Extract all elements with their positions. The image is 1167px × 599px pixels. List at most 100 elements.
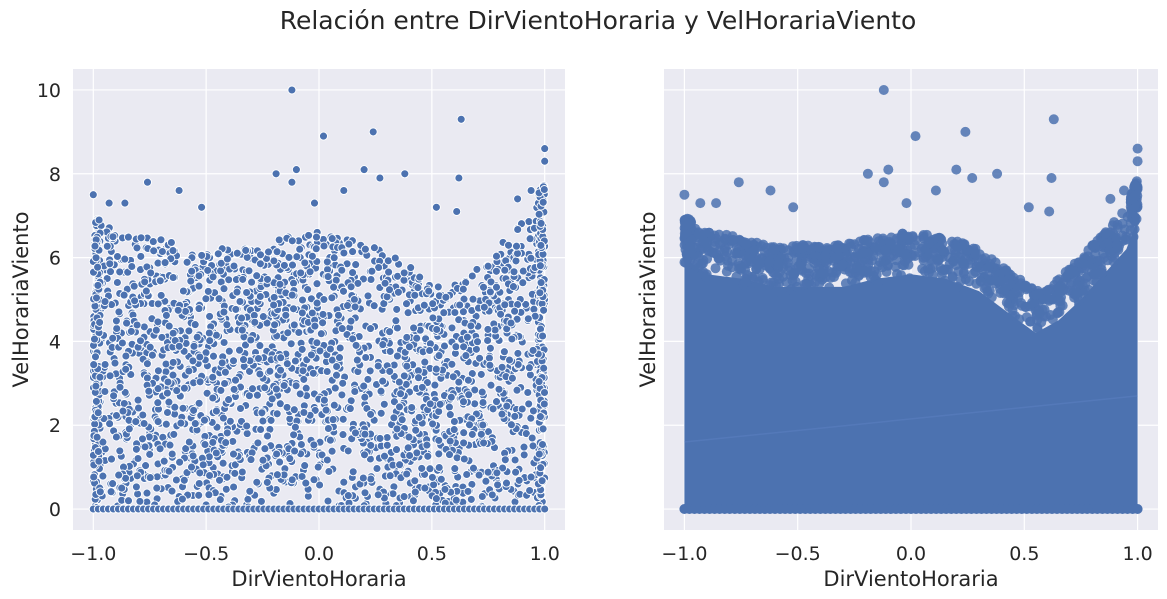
scatter-point bbox=[450, 308, 460, 317]
scatter-point bbox=[727, 235, 738, 245]
scatter-point bbox=[376, 408, 386, 418]
scatter-point bbox=[361, 353, 371, 362]
scatter-point bbox=[535, 261, 545, 271]
scatter-point bbox=[245, 486, 255, 496]
scatter-point bbox=[348, 467, 358, 477]
scatter-point bbox=[276, 365, 286, 375]
scatter-point bbox=[239, 355, 248, 365]
outlier-point bbox=[1119, 185, 1129, 196]
scatter-point bbox=[971, 261, 982, 272]
scatter-point bbox=[107, 454, 116, 464]
scatter-point bbox=[444, 402, 454, 412]
scatter-point bbox=[367, 266, 377, 276]
scatter-point bbox=[499, 347, 509, 357]
scatter-point bbox=[492, 468, 502, 478]
scatter-point bbox=[468, 294, 478, 304]
scatter-point bbox=[208, 372, 218, 382]
scatter-point bbox=[903, 233, 914, 244]
scatter-point bbox=[875, 256, 886, 267]
scatter-point bbox=[513, 225, 523, 234]
scatter-point bbox=[132, 320, 142, 330]
scatter-point bbox=[809, 258, 820, 269]
scatter-point bbox=[90, 241, 100, 251]
scatter-point bbox=[360, 392, 370, 402]
outlier-point bbox=[733, 177, 744, 188]
scatter-point bbox=[538, 440, 547, 449]
scatter-point bbox=[339, 286, 348, 296]
scatter-point bbox=[92, 432, 102, 442]
scatter-point bbox=[452, 453, 462, 463]
scatter-point bbox=[92, 293, 101, 303]
scatter-point bbox=[312, 232, 321, 242]
scatter-point bbox=[275, 457, 285, 467]
scatter-point bbox=[202, 388, 212, 398]
scatter-point bbox=[159, 456, 169, 466]
scatter-point bbox=[208, 437, 218, 447]
scatter-point bbox=[1020, 301, 1031, 312]
scatter-point bbox=[402, 299, 411, 309]
scatter-point bbox=[337, 390, 347, 400]
scatter-point bbox=[496, 309, 506, 319]
scatter-point bbox=[538, 197, 548, 207]
scatter-point bbox=[208, 393, 218, 403]
scatter-point bbox=[351, 260, 361, 270]
scatter-point bbox=[526, 253, 536, 263]
scatter-point bbox=[349, 295, 359, 304]
scatter-point bbox=[256, 425, 266, 434]
scatter-point bbox=[306, 350, 316, 360]
regression-line bbox=[684, 395, 1138, 443]
outlier-point bbox=[788, 202, 799, 213]
scatter-point bbox=[410, 487, 420, 497]
scatter-point bbox=[329, 282, 339, 292]
scatter-point bbox=[315, 346, 325, 356]
scatter-point bbox=[117, 338, 127, 348]
scatter-point bbox=[141, 286, 151, 296]
scatter-point bbox=[284, 252, 294, 262]
scatter-point bbox=[1082, 271, 1093, 282]
scatter-point bbox=[140, 277, 150, 287]
scatter-point bbox=[778, 243, 789, 254]
scatter-point bbox=[245, 366, 254, 376]
scatter-point bbox=[526, 472, 536, 482]
scatter-point bbox=[461, 351, 471, 361]
scatter-point bbox=[98, 437, 108, 447]
scatter-point bbox=[1093, 269, 1104, 279]
scatter-point bbox=[133, 489, 143, 499]
scatter-point bbox=[121, 351, 131, 361]
scatter-point bbox=[168, 246, 178, 256]
scatter-point bbox=[399, 275, 409, 285]
scatter-point bbox=[525, 234, 535, 244]
scatter-point bbox=[394, 377, 404, 387]
scatter-point bbox=[187, 266, 197, 276]
scatter-point bbox=[492, 282, 501, 292]
scatter-point bbox=[330, 383, 340, 393]
outlier-point bbox=[120, 198, 130, 208]
scatter-point bbox=[507, 334, 517, 344]
scatter-point bbox=[410, 476, 420, 486]
scatter-point bbox=[312, 298, 322, 308]
scatter-point bbox=[881, 266, 892, 277]
x-tick-label: −0.5 bbox=[775, 543, 821, 565]
scatter-point bbox=[837, 259, 848, 270]
outlier-point bbox=[1044, 206, 1055, 217]
scatter-point bbox=[439, 308, 449, 318]
scatter-point bbox=[155, 444, 165, 454]
x-axis-label: DirVientoHoraria bbox=[823, 567, 998, 591]
scatter-point bbox=[923, 238, 934, 249]
scatter-point bbox=[132, 471, 142, 481]
outlier-point bbox=[1105, 193, 1116, 204]
scatter-point bbox=[430, 380, 440, 390]
x-tick-label: 1.0 bbox=[1122, 543, 1152, 565]
scatter-point bbox=[360, 429, 370, 439]
scatter-point bbox=[135, 496, 145, 506]
scatter-point bbox=[369, 301, 379, 311]
scatter-point bbox=[229, 356, 238, 366]
scatter-point bbox=[160, 258, 170, 268]
scatter-point bbox=[831, 243, 842, 254]
scatter-point bbox=[540, 504, 550, 514]
scatter-point bbox=[319, 395, 329, 405]
scatter-point bbox=[1021, 312, 1032, 323]
scatter-point bbox=[890, 261, 901, 272]
outlier-point bbox=[883, 164, 894, 175]
scatter-point bbox=[509, 267, 519, 277]
